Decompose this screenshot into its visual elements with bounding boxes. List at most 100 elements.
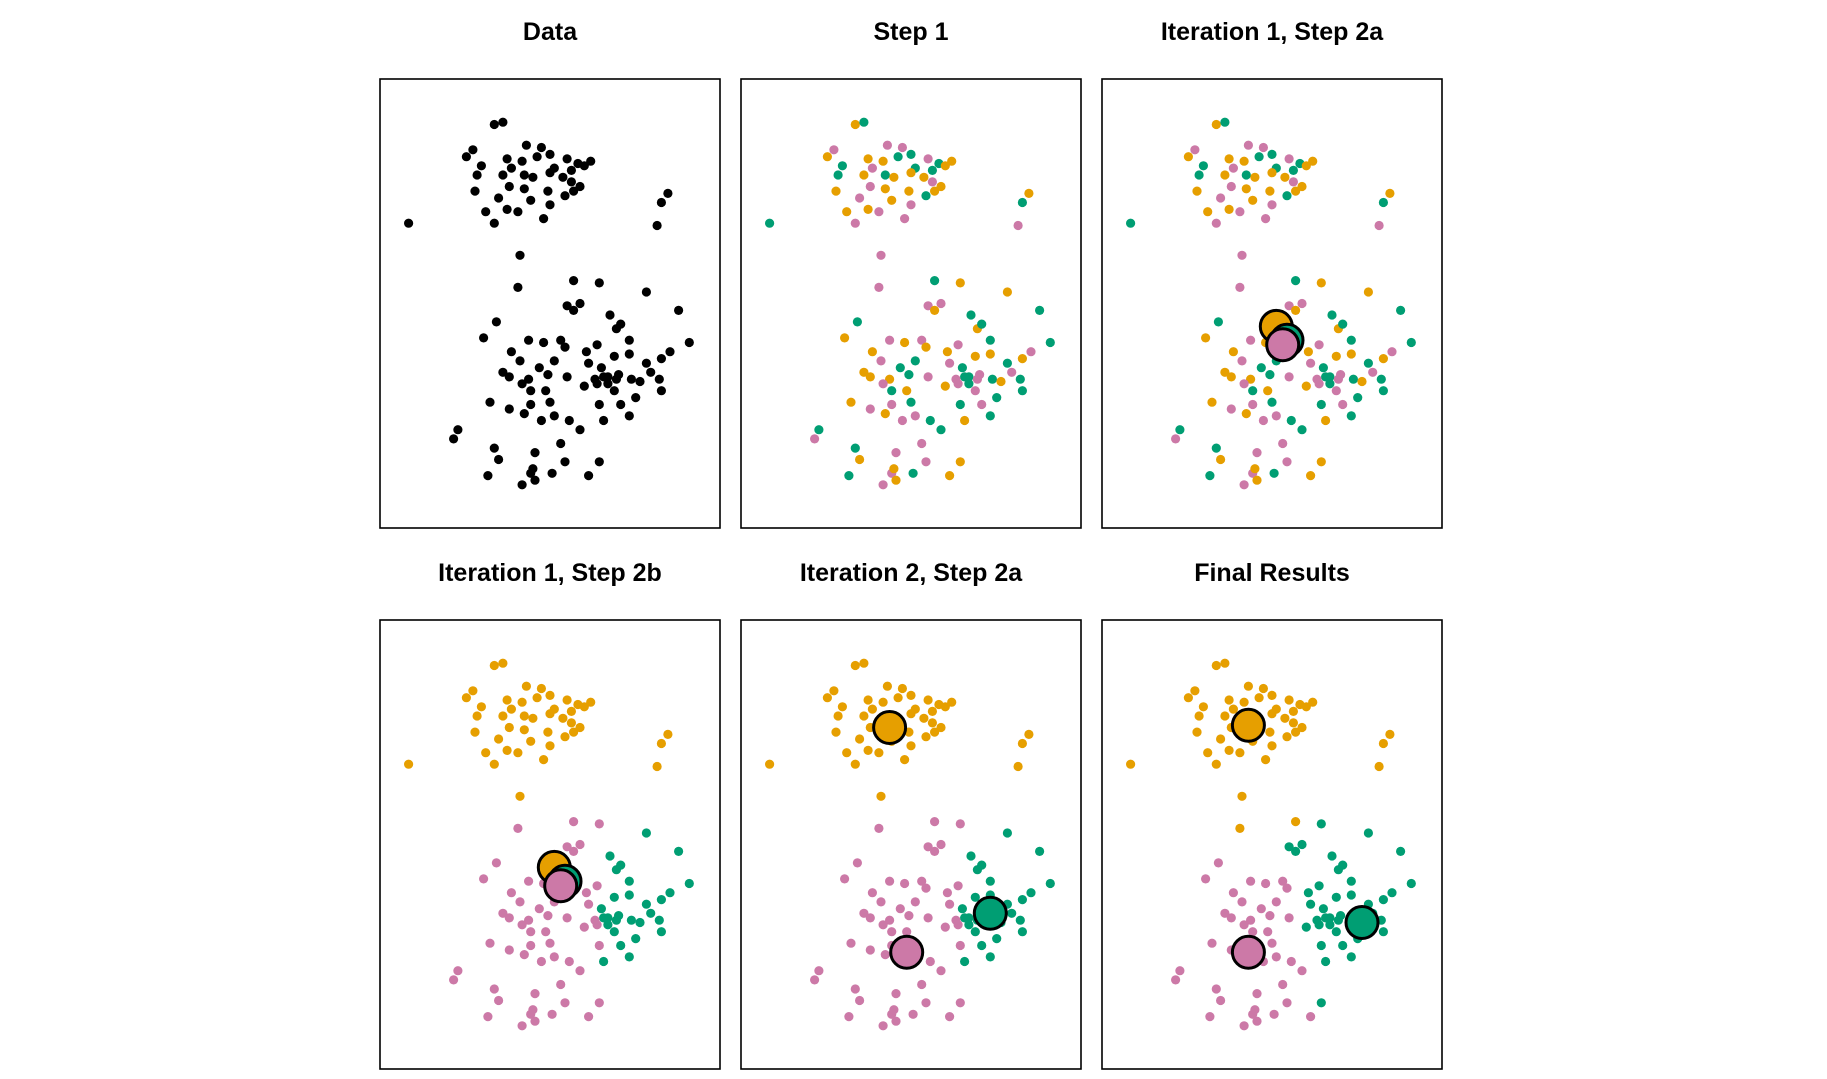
data-point xyxy=(878,156,888,166)
data-point xyxy=(844,471,854,481)
data-point xyxy=(1284,842,1294,852)
data-point xyxy=(1126,218,1136,228)
data-point xyxy=(498,658,508,668)
data-point xyxy=(494,734,504,744)
data-point xyxy=(569,727,579,737)
data-point xyxy=(519,184,529,194)
data-point xyxy=(1254,152,1264,162)
data-point xyxy=(1318,363,1328,373)
data-point xyxy=(1325,920,1335,930)
data-point xyxy=(992,393,1002,403)
data-point xyxy=(1271,952,1281,962)
data-point xyxy=(504,722,514,733)
data-point xyxy=(923,301,933,311)
data-point xyxy=(1261,214,1271,224)
data-point xyxy=(1226,372,1236,382)
data-point xyxy=(893,152,903,162)
data-point xyxy=(453,425,463,435)
data-point xyxy=(504,404,514,414)
data-point xyxy=(902,386,912,396)
data-point xyxy=(1331,351,1341,361)
data-point xyxy=(960,372,970,382)
data-point xyxy=(584,358,594,368)
data-point xyxy=(955,998,965,1008)
data-point xyxy=(491,317,501,327)
data-point xyxy=(1396,846,1406,857)
data-point xyxy=(1291,846,1301,857)
data-point xyxy=(498,170,508,180)
data-point xyxy=(1282,457,1292,467)
data-point xyxy=(906,690,916,701)
data-point xyxy=(590,374,600,384)
data-point xyxy=(1348,374,1358,384)
data-point xyxy=(556,438,566,449)
data-point xyxy=(955,278,965,288)
data-point xyxy=(1190,686,1200,696)
data-point xyxy=(564,956,574,967)
data-point xyxy=(1252,475,1262,485)
data-point xyxy=(481,748,491,758)
data-point xyxy=(1226,181,1236,192)
data-point xyxy=(1220,908,1230,918)
data-point xyxy=(1301,702,1311,712)
data-point xyxy=(887,399,897,410)
panel-title: Final Results xyxy=(1194,559,1350,587)
data-point xyxy=(1282,998,1292,1008)
data-point xyxy=(586,697,596,707)
data-point xyxy=(526,736,536,746)
data-point xyxy=(927,718,938,728)
data-point xyxy=(867,163,878,173)
data-point xyxy=(1363,358,1373,368)
data-point xyxy=(910,411,920,421)
data-point xyxy=(1248,386,1258,396)
data-point xyxy=(897,415,908,426)
data-point xyxy=(846,397,856,407)
data-point xyxy=(1267,397,1277,407)
data-point xyxy=(1282,191,1292,201)
data-point xyxy=(599,372,609,382)
data-point xyxy=(1207,397,1217,407)
panel-title: Iteration 2, Step 2a xyxy=(800,559,1023,587)
data-point xyxy=(859,117,869,127)
data-point xyxy=(936,298,946,309)
data-point xyxy=(1211,218,1221,228)
data-point xyxy=(569,817,579,827)
data-point xyxy=(1228,347,1238,357)
data-point xyxy=(1284,372,1294,382)
data-point xyxy=(470,186,480,196)
data-point xyxy=(960,415,970,426)
data-point xyxy=(530,1016,540,1026)
data-point xyxy=(575,181,585,192)
data-point xyxy=(925,956,935,967)
data-point xyxy=(684,337,694,348)
data-point xyxy=(1171,434,1181,444)
data-point xyxy=(485,938,495,948)
centroid-marker xyxy=(1230,707,1266,743)
data-point xyxy=(530,989,540,999)
data-point xyxy=(631,393,641,403)
data-point xyxy=(955,819,965,829)
data-point xyxy=(837,161,848,171)
data-point xyxy=(498,908,508,918)
data-point xyxy=(1303,888,1313,898)
data-point xyxy=(616,940,626,951)
data-point xyxy=(1258,415,1268,426)
data-point xyxy=(545,741,555,751)
data-point xyxy=(831,727,841,737)
data-point xyxy=(923,695,933,705)
data-point xyxy=(1205,1012,1215,1022)
data-point xyxy=(996,376,1006,387)
data-point xyxy=(543,911,553,921)
centroid-marker xyxy=(543,868,579,904)
data-point xyxy=(506,888,516,898)
data-point xyxy=(611,374,622,384)
data-point xyxy=(468,686,478,696)
data-point xyxy=(1246,876,1256,886)
data-point xyxy=(566,718,577,728)
data-point xyxy=(1267,149,1277,159)
data-point xyxy=(876,791,886,801)
data-point xyxy=(880,170,890,180)
data-point xyxy=(1346,952,1356,962)
data-point xyxy=(1327,310,1337,320)
data-point xyxy=(957,363,968,373)
